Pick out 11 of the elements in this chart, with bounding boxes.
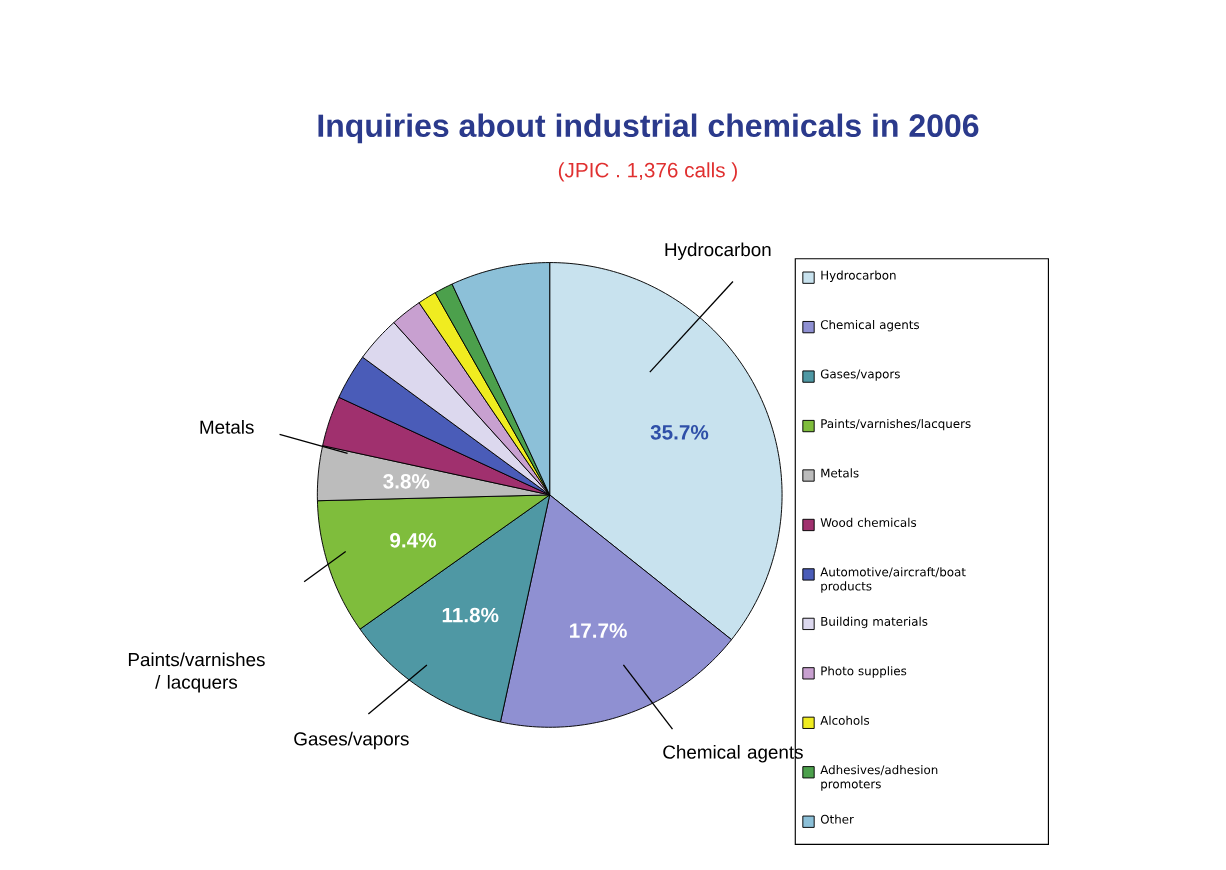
text: Paints/varnishes / lacquers — [128, 652, 265, 693]
data-label: 11.8% — [442, 607, 499, 623]
chart-subtitle: (JPIC . 1,376 calls ) — [558, 161, 737, 182]
text: Hydrocarbon — [665, 242, 771, 260]
data-label: 9.4% — [390, 532, 437, 548]
chart-title: Inquiries about industrial chemicals in 2006 — [318, 113, 979, 143]
text: Gases/vapors — [294, 731, 409, 749]
text: Metals — [200, 419, 254, 434]
data-label: 35.7% — [650, 424, 709, 440]
data-label: 17.7% — [570, 622, 627, 638]
data-label: 3.8% — [383, 473, 430, 489]
